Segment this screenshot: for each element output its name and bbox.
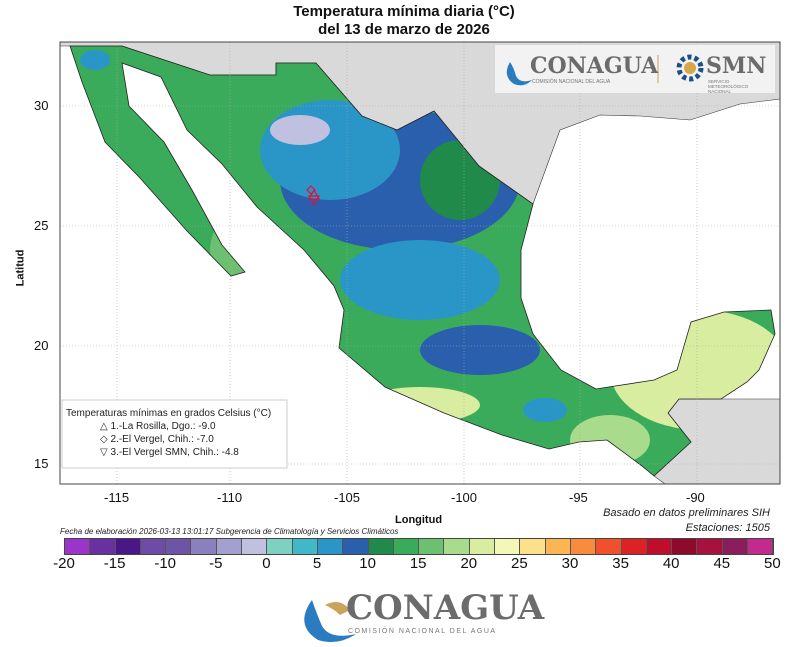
station-legend: Temperaturas mínimas en grados Celsius (… <box>66 406 271 458</box>
colorbar-label: 10 <box>359 555 376 572</box>
ytick: 15 <box>34 456 49 471</box>
smn-logo-icon <box>676 54 704 82</box>
colorbar-bin <box>343 539 369 554</box>
footer-source: Basado en datos preliminares SIH <box>603 507 770 519</box>
conagua-logo-icon <box>506 62 532 86</box>
colorbar-label: 0 <box>262 555 271 572</box>
colorbar-label: -5 <box>209 555 223 572</box>
colorbar-bin <box>292 539 318 554</box>
colorbar-label: -15 <box>103 555 126 572</box>
ytick: 25 <box>34 218 49 233</box>
colorbar-bin <box>166 539 192 554</box>
colorbar-bin <box>393 539 420 554</box>
colorbar-label: 35 <box>612 555 629 572</box>
colorbar-bin <box>748 539 774 554</box>
colorbar-bin <box>520 539 546 554</box>
conagua-logo-text: CONAGUA <box>530 53 659 79</box>
colorbar-label: 15 <box>409 555 427 572</box>
smn-logo-subtitle: SERVICIO METEOROLÓGICO NACIONAL <box>708 79 749 94</box>
title-line2: del 13 de marzo de 2026 <box>318 21 490 38</box>
xtick: -115 <box>104 490 130 505</box>
colorbar-label: 5 <box>312 555 322 572</box>
colorbar-bin <box>65 539 91 554</box>
colorbar-label: -10 <box>154 555 177 572</box>
colorbar-label: 50 <box>764 555 781 572</box>
ytick: 20 <box>34 338 49 353</box>
colorbar-label: 25 <box>511 555 528 572</box>
colorbar-bin <box>621 539 647 554</box>
footer-conagua-logo-text: CONAGUA <box>346 588 545 628</box>
colorbar-label: 40 <box>662 555 680 572</box>
legend-item: △ 1.-La Rosilla, Dgo.: -9.0 <box>100 421 216 432</box>
colorbar-bin <box>596 539 622 554</box>
x-axis-label: Longitud <box>395 514 443 526</box>
colorbar-bin <box>495 539 521 554</box>
colorbar-bin <box>140 539 167 554</box>
xtick: -110 <box>217 490 243 505</box>
legend-item: ▽ 3.-El Vergel SMN, Chih.: -4.8 <box>100 447 239 458</box>
map-frame <box>59 41 781 485</box>
colorbar-bin <box>191 539 217 554</box>
colorbar-bin <box>419 539 445 554</box>
colorbar-label: 20 <box>460 555 478 572</box>
colorbar-label: 30 <box>561 555 579 572</box>
conagua-footer-logo-icon <box>304 600 356 642</box>
footer-stations: Estaciones: 1505 <box>685 522 770 534</box>
colorbar <box>64 538 775 555</box>
xtick: -90 <box>686 490 705 505</box>
colorbar-bin <box>444 539 470 554</box>
colorbar-bin <box>672 539 698 554</box>
colorbar-bin <box>317 539 344 554</box>
xtick: -100 <box>451 490 478 505</box>
colorbar-bin <box>469 539 496 554</box>
colorbar-label: -20 <box>53 555 75 572</box>
triangle-up-icon: △ <box>100 421 108 432</box>
xtick: -95 <box>569 490 588 505</box>
colorbar-label: 45 <box>713 555 731 572</box>
conagua-logo-subtitle: COMISIÓN NACIONAL DEL AGUA <box>532 79 611 85</box>
colorbar-bin <box>570 539 597 554</box>
ytick: 30 <box>34 98 49 113</box>
colorbar-bin <box>697 539 723 554</box>
colorbar-bin <box>115 539 141 554</box>
colorbar-bin <box>368 539 394 554</box>
header-logos-bg <box>495 45 775 93</box>
colorbar-bin <box>267 539 293 554</box>
colorbar-bin <box>216 539 243 554</box>
title-line1: Temperatura mínima diaria (°C) <box>293 3 515 20</box>
xtick: -105 <box>334 490 361 505</box>
triangle-down-icon: ▽ <box>100 447 108 458</box>
footer-conagua-subtitle: COMISIÓN NACIONAL DEL AGUA <box>348 628 497 635</box>
colorbar-bin <box>242 539 268 554</box>
colorbar-bin <box>722 539 749 554</box>
colorbar-bin <box>90 539 116 554</box>
y-axis-label: Latitud <box>14 249 27 287</box>
smn-logo-text: SMN <box>706 53 767 79</box>
colorbar-bin <box>646 539 673 554</box>
colorbar-bin <box>545 539 571 554</box>
station-markers <box>306 185 321 207</box>
footer-elaboration: Fecha de elaboración 2026-03-13 13:01:17… <box>60 527 399 536</box>
legend-title: Temperaturas mínimas en grados Celsius (… <box>66 408 272 419</box>
legend-item: ◇ 2.-El Vergel, Chih.: -7.0 <box>100 434 214 445</box>
legend-box <box>61 399 288 469</box>
diamond-icon: ◇ <box>100 434 108 445</box>
